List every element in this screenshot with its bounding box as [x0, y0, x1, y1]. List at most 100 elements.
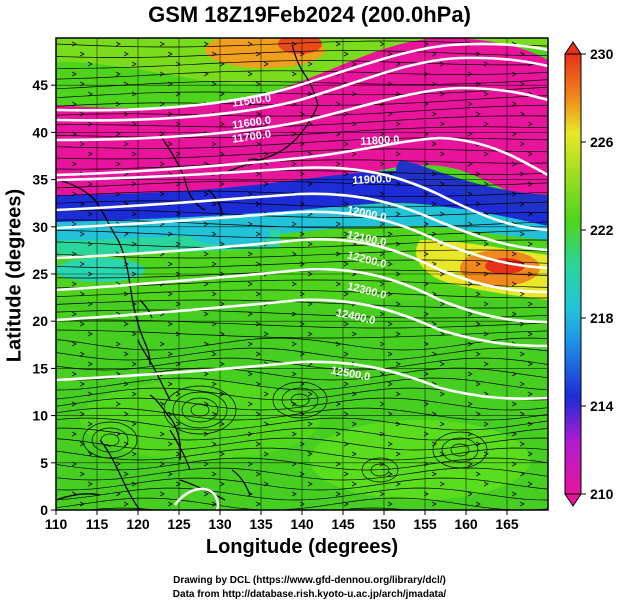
streamline-arrow — [175, 331, 181, 337]
streamline-arrow — [423, 461, 429, 467]
streamline — [56, 159, 548, 170]
colorbar-tick-label: 214 — [590, 398, 614, 414]
streamline-arrow — [387, 51, 393, 57]
streamline-arrow — [159, 161, 165, 167]
streamline-arrow — [219, 241, 225, 247]
streamline-arrow — [439, 301, 445, 307]
streamline-arrow — [519, 411, 525, 417]
streamline — [56, 148, 548, 160]
streamline-arrow — [475, 291, 481, 297]
streamline-arrow — [511, 191, 517, 197]
streamline-arrow — [79, 81, 85, 87]
streamline-arrow — [203, 461, 209, 467]
streamline-arrow — [247, 431, 253, 437]
streamline-arrow — [115, 401, 121, 407]
streamline-arrow — [87, 121, 93, 127]
streamline-arrow — [291, 371, 297, 377]
streamline-arrow — [351, 331, 357, 337]
streamline-arrow — [211, 261, 217, 267]
y-tick-label: 5 — [40, 455, 48, 471]
streamline-arrow — [431, 351, 437, 357]
streamline-arrow — [395, 481, 401, 487]
streamline-arrow — [519, 201, 525, 207]
streamline-arrow — [343, 261, 349, 267]
streamline-arrow — [131, 151, 137, 157]
streamline-arrow — [527, 481, 533, 487]
contour-label: 11600.0 — [231, 114, 271, 131]
streamline-arrow — [307, 331, 313, 337]
streamline-arrow — [71, 401, 77, 407]
streamline-arrow — [115, 191, 121, 197]
streamline-arrow — [519, 321, 525, 327]
streamline — [56, 50, 548, 58]
streamline-arrow — [87, 421, 93, 427]
streamline-arrow — [527, 121, 533, 127]
streamline-arrow — [527, 451, 533, 457]
streamline-arrow — [343, 351, 349, 357]
x-tick-label: 160 — [454, 516, 478, 532]
streamline-arrow — [335, 221, 341, 227]
streamline-arrow — [307, 391, 313, 397]
x-tick-label: 110 — [45, 516, 68, 532]
streamline-arrow — [527, 301, 533, 307]
streamline-arrow — [431, 411, 437, 417]
streamline-arrow — [87, 151, 93, 157]
streamline-arrow — [247, 281, 253, 287]
streamline-arrow — [511, 71, 517, 77]
streamline-arrow — [219, 391, 225, 397]
streamline-arrow — [395, 331, 401, 337]
streamline-arrow — [467, 371, 473, 377]
streamline-arrow — [351, 91, 357, 97]
streamline-arrow — [519, 51, 525, 57]
streamline-arrow — [203, 311, 209, 317]
streamline-arrow — [395, 241, 401, 247]
streamline-arrow — [343, 501, 349, 507]
streamline-arrow — [115, 341, 121, 347]
streamline-arrow — [123, 321, 129, 327]
x-tick-label: 140 — [290, 516, 314, 532]
streamline-arrow — [219, 271, 225, 277]
streamline-arrow — [395, 121, 401, 127]
streamline — [85, 507, 410, 510]
streamline-arrow — [423, 41, 429, 47]
x-tick-label: 115 — [86, 516, 109, 532]
streamline-arrow — [423, 341, 429, 347]
streamline-arrow — [255, 351, 261, 357]
streamline-arrow — [255, 141, 261, 147]
streamline-arrow — [511, 131, 517, 137]
streamline-arrow — [307, 61, 313, 67]
streamline-arrow — [395, 181, 401, 187]
streamline-arrow — [431, 81, 437, 87]
streamline-arrow — [131, 481, 137, 487]
streamline-arrow — [247, 371, 253, 377]
streamline-arrow — [335, 371, 341, 377]
streamline-arrow — [343, 471, 349, 477]
streamline-arrow — [211, 81, 217, 87]
streamline-arrow — [291, 131, 297, 137]
colorbar-min-arrow — [564, 493, 582, 507]
streamline-arrow — [167, 231, 173, 237]
streamline-arrow — [263, 61, 269, 67]
streamline-arrow — [291, 461, 297, 467]
streamline-arrow — [519, 501, 525, 507]
streamline-arrow — [79, 501, 85, 507]
streamline-arrow — [483, 451, 489, 457]
streamline-arrow — [79, 141, 85, 147]
streamline-arrow — [519, 351, 525, 357]
streamline-arrow — [511, 461, 517, 467]
streamline-arrow — [431, 51, 437, 57]
streamline-arrow — [527, 151, 533, 157]
y-tick-label: 45 — [32, 77, 48, 93]
streamline-arrow — [159, 101, 165, 107]
streamline-arrow — [387, 321, 393, 327]
streamline-arrow — [379, 161, 385, 167]
streamline-arrow — [247, 71, 253, 77]
streamline-arrow — [247, 101, 253, 107]
streamline-arrow — [219, 121, 225, 127]
eddy-streamline — [82, 421, 138, 459]
streamline-arrow — [431, 141, 437, 147]
streamline-arrow — [203, 251, 209, 257]
streamline-arrow — [79, 441, 85, 447]
streamline-arrow — [263, 121, 269, 127]
